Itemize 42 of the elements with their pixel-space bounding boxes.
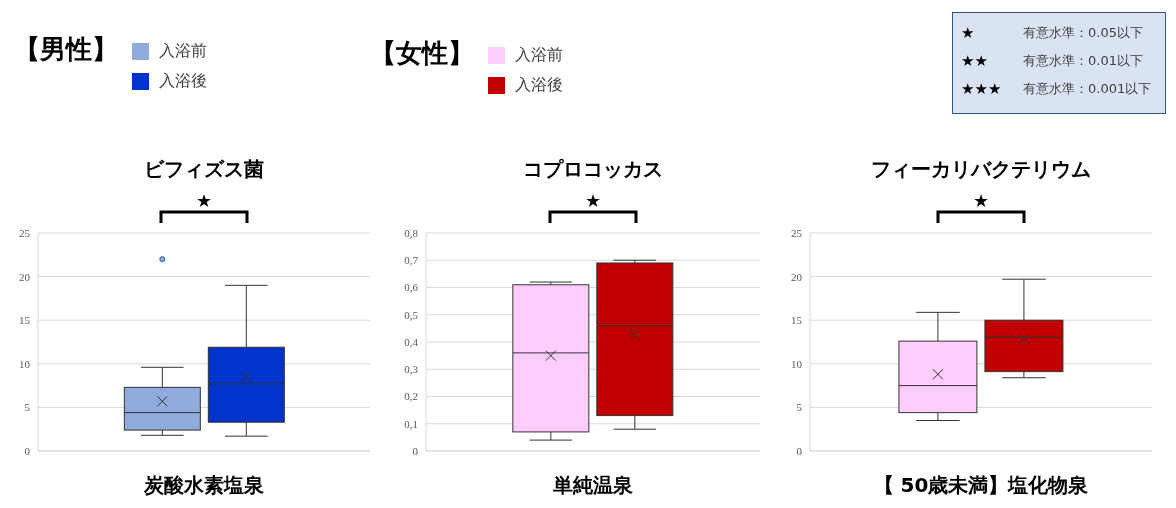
text: ★ bbox=[961, 24, 976, 42]
text: 有意水準：0.001以下 bbox=[1023, 80, 1152, 98]
y-tick-label: 0 bbox=[796, 444, 803, 457]
legend-label: 入浴後 bbox=[514, 73, 563, 96]
y-tick-label: 0 bbox=[24, 444, 31, 457]
text: ★★ bbox=[961, 52, 989, 70]
y-tick-label: 20 bbox=[19, 270, 31, 283]
text: ★ bbox=[584, 190, 602, 211]
y-tick-label: 15 bbox=[791, 314, 803, 327]
y-tick-label: 0,3 bbox=[404, 363, 419, 376]
y-tick-label: 25 bbox=[791, 226, 803, 239]
text: 有意水準：0.01以下 bbox=[1023, 52, 1143, 70]
chart-title: ビフィズス菌 bbox=[143, 156, 265, 183]
y-tick-label: 20 bbox=[791, 270, 803, 283]
y-tick-label: 0,1 bbox=[404, 417, 418, 430]
legend-label: 入浴前 bbox=[514, 43, 563, 66]
x-axis-title: 炭酸水素塩泉 bbox=[143, 472, 265, 499]
legend-label: 入浴前 bbox=[158, 39, 207, 62]
chart-title: コプロコッカス bbox=[522, 156, 664, 183]
x-axis-title: 【 50歳未満】塩化物泉 bbox=[872, 472, 1090, 499]
y-tick-label: 5 bbox=[796, 401, 803, 414]
y-tick-label: 25 bbox=[19, 226, 31, 239]
legend-label: 入浴後 bbox=[158, 69, 207, 92]
y-tick-label: 0 bbox=[412, 444, 419, 457]
y-tick-label: 0,4 bbox=[404, 335, 419, 348]
y-tick-label: 0,7 bbox=[404, 254, 419, 267]
legend-title: 【女性】 bbox=[370, 37, 474, 70]
text: ★ bbox=[972, 190, 990, 211]
y-tick-label: 15 bbox=[19, 314, 31, 327]
chart-title: フィーカリバクテリウム bbox=[870, 156, 1092, 183]
text: ★★★ bbox=[961, 80, 1003, 98]
x-axis-title: 単純温泉 bbox=[552, 472, 634, 499]
y-tick-label: 0,8 bbox=[404, 226, 419, 239]
y-tick-label: 5 bbox=[24, 401, 31, 414]
y-tick-label: 0,2 bbox=[404, 390, 418, 403]
y-tick-label: 0,5 bbox=[404, 308, 419, 321]
text: ★ bbox=[195, 190, 213, 211]
text: 有意水準：0.05以下 bbox=[1023, 24, 1143, 42]
y-tick-label: 10 bbox=[19, 357, 31, 370]
legend-title: 【男性】 bbox=[14, 33, 118, 66]
y-tick-label: 10 bbox=[791, 357, 803, 370]
y-tick-label: 0,6 bbox=[404, 281, 419, 294]
